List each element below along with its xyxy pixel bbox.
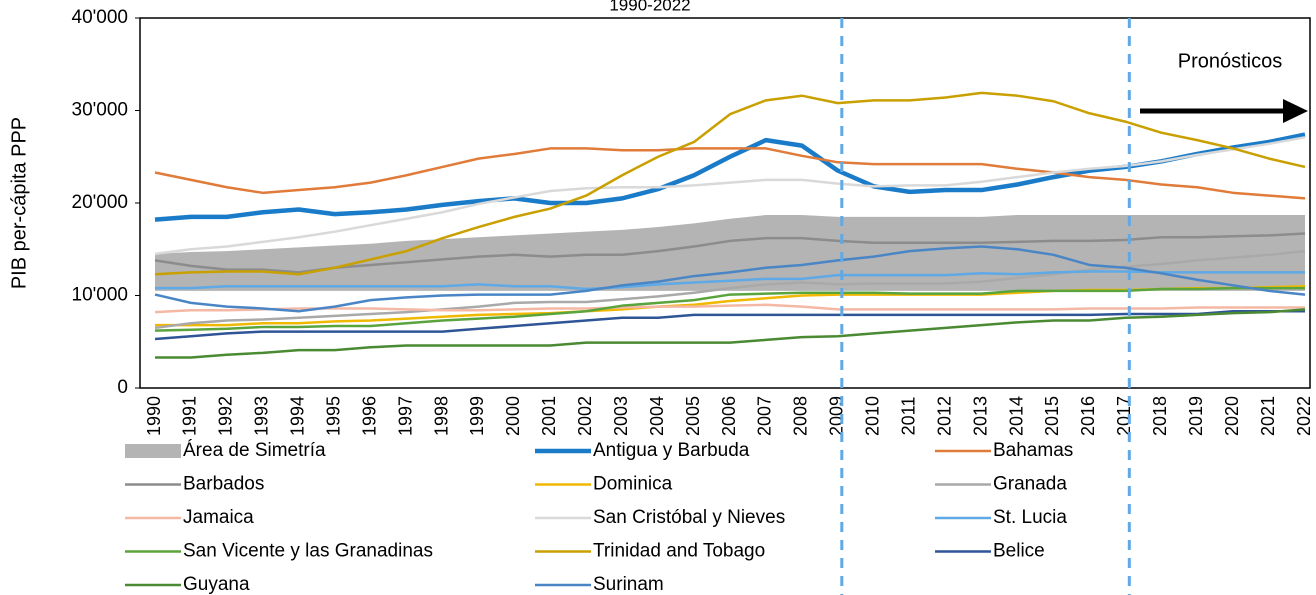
legend-label: St. Lucia bbox=[993, 507, 1067, 528]
legend-swatch bbox=[125, 444, 181, 458]
x-tick-label: 2007 bbox=[755, 396, 775, 436]
x-tick-label: 1999 bbox=[467, 396, 487, 436]
legend-label: Belice bbox=[993, 541, 1045, 562]
y-tick-label: 40'000 bbox=[72, 7, 128, 28]
x-tick-label: 2020 bbox=[1222, 396, 1242, 436]
x-tick-label: 2012 bbox=[934, 396, 954, 436]
x-tick-label: 2010 bbox=[863, 396, 883, 436]
y-tick-label: 30'000 bbox=[72, 100, 128, 121]
legend-label: Área de Simetría bbox=[183, 440, 326, 461]
x-tick-label: 2018 bbox=[1150, 396, 1170, 436]
legend-label: Bahamas bbox=[993, 440, 1073, 461]
x-tick-label: 1990 bbox=[144, 396, 164, 436]
x-tick-label: 2003 bbox=[611, 396, 631, 436]
x-tick-label: 1993 bbox=[252, 396, 272, 436]
x-tick-label: 2001 bbox=[539, 396, 559, 436]
legend-label: Granada bbox=[993, 474, 1067, 495]
x-tick-label: 2013 bbox=[970, 396, 990, 436]
band-area bbox=[155, 215, 1305, 291]
forecast-arrow-head bbox=[1283, 99, 1308, 123]
legend-label: San Vicente y las Granadinas bbox=[183, 541, 433, 562]
legend-label: Antigua y Barbuda bbox=[593, 440, 750, 461]
x-tick-label: 2004 bbox=[647, 396, 667, 436]
x-tick-label: 2014 bbox=[1006, 396, 1026, 436]
series-line bbox=[154, 91, 1306, 276]
legend-label: Dominica bbox=[593, 474, 673, 495]
series-line bbox=[154, 309, 1305, 341]
x-tick-label: 1998 bbox=[431, 396, 451, 436]
y-tick-label: 0 bbox=[117, 377, 128, 398]
legend-label: Trinidad and Tobago bbox=[593, 541, 765, 562]
series-line bbox=[154, 303, 1305, 314]
series-line bbox=[154, 245, 1306, 313]
x-tick-label: 2008 bbox=[791, 396, 811, 436]
y-tick-label: 10'000 bbox=[72, 285, 128, 306]
y-tick-label: 20'000 bbox=[72, 192, 128, 213]
x-tick-label: 1992 bbox=[216, 396, 236, 436]
y-axis-label: PIB per-cápita PPP bbox=[8, 117, 30, 289]
legend-label: San Cristóbal y Nieves bbox=[593, 507, 785, 528]
x-tick-label: 2021 bbox=[1258, 396, 1278, 436]
series-line bbox=[154, 147, 1306, 200]
chart-title: 1990-2022 bbox=[609, 0, 690, 14]
x-tick-label: 2019 bbox=[1186, 396, 1206, 436]
x-tick-label: 2002 bbox=[575, 396, 595, 436]
legend-label: Surinam bbox=[593, 574, 664, 595]
x-tick-label: 2006 bbox=[719, 396, 739, 436]
x-tick-label: 2011 bbox=[898, 397, 918, 436]
x-tick-label: 1997 bbox=[395, 396, 415, 436]
series-line bbox=[155, 270, 1305, 291]
annotation: Pronósticos bbox=[1178, 50, 1283, 72]
x-tick-label: 2022 bbox=[1294, 396, 1314, 436]
legend-label: Jamaica bbox=[183, 507, 254, 528]
x-tick-label: 1996 bbox=[359, 396, 379, 436]
legend-label: Guyana bbox=[183, 574, 250, 595]
series-line bbox=[154, 232, 1306, 274]
legend-label: Barbados bbox=[183, 474, 264, 495]
x-tick-label: 1995 bbox=[323, 396, 343, 436]
series-line bbox=[155, 308, 1306, 359]
x-tick-label: 2015 bbox=[1042, 396, 1062, 436]
x-tick-label: 2005 bbox=[683, 396, 703, 436]
x-tick-label: 1994 bbox=[288, 396, 308, 436]
series-line bbox=[154, 136, 1306, 256]
x-tick-label: 1991 bbox=[180, 396, 200, 436]
series-line bbox=[154, 286, 1305, 332]
x-tick-label: 2009 bbox=[827, 396, 847, 436]
x-tick-label: 2000 bbox=[503, 396, 523, 436]
x-tick-label: 2017 bbox=[1114, 396, 1134, 436]
x-tick-label: 2016 bbox=[1078, 396, 1098, 436]
